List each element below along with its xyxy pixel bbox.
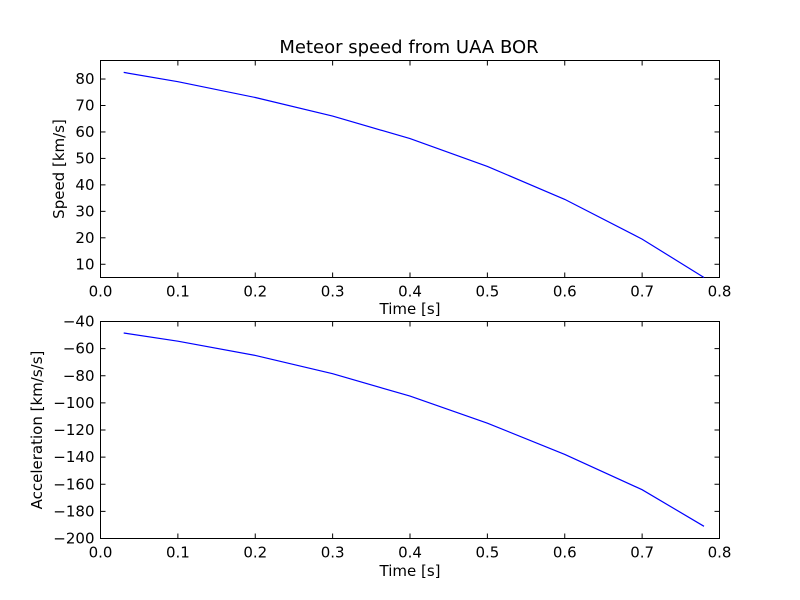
acceleration-y-tick-label: −80 xyxy=(63,367,95,385)
acceleration-x-tick-label: 0.0 xyxy=(89,544,113,562)
speed-y-ticks: 10 20 30 40 50 60 70 80 xyxy=(75,70,720,273)
acceleration-x-tick-label: 0.2 xyxy=(243,544,267,562)
acceleration-y-ticks: −40 −60 −80 −100 −120 −140 −160 −180 −200 xyxy=(53,313,720,548)
acceleration-x-tick-label: 0.6 xyxy=(553,544,577,562)
acceleration-y-tick-label: −180 xyxy=(53,502,94,520)
speed-y-tick-label: 70 xyxy=(75,96,94,114)
acceleration-x-tick-label: 0.8 xyxy=(708,544,732,562)
acceleration-y-tick-label: −40 xyxy=(63,313,95,331)
speed-y-tick-label: 20 xyxy=(75,229,94,247)
acceleration-y-tick-label: −140 xyxy=(53,448,94,466)
speed-x-tick-label: 0.1 xyxy=(166,283,190,301)
speed-x-tick-label: 0.5 xyxy=(475,283,499,301)
acceleration-y-tick-label: −60 xyxy=(63,340,95,358)
speed-y-tick-label: 40 xyxy=(75,176,94,194)
speed-x-tick-label: 0.7 xyxy=(630,283,654,301)
speed-y-tick-label: 10 xyxy=(75,255,94,273)
acceleration-plot: 0.0 0.1 0.2 0.3 0.4 0.5 0.6 0.7 0.8 −40 −60 −80 −10… xyxy=(28,313,731,581)
speed-y-tick-label: 30 xyxy=(75,202,94,220)
acceleration-series xyxy=(123,332,705,527)
speed-plot-title: Meteor speed from UAA BOR xyxy=(279,37,538,58)
acceleration-x-tick-label: 0.5 xyxy=(475,544,499,562)
speed-x-tick-label: 0.6 xyxy=(553,283,577,301)
speed-y-tick-label: 50 xyxy=(75,149,94,167)
speed-x-axis-label: Time [s] xyxy=(379,300,441,318)
acceleration-y-tick-label: −160 xyxy=(53,475,94,493)
speed-plot: Meteor speed from UAA BOR 0.0 0.1 0.2 0.3 0.… xyxy=(50,37,731,318)
acceleration-x-tick-label: 0.3 xyxy=(321,544,345,562)
acceleration-x-axis-label: Time [s] xyxy=(379,562,441,580)
acceleration-x-tick-label: 0.7 xyxy=(630,544,654,562)
acceleration-x-tick-label: 0.1 xyxy=(166,544,190,562)
acceleration-x-tick-label: 0.4 xyxy=(398,544,422,562)
speed-x-tick-label: 0.4 xyxy=(398,283,422,301)
acceleration-y-tick-label: −200 xyxy=(53,530,94,548)
acceleration-y-tick-label: −100 xyxy=(53,394,94,412)
speed-x-ticks: 0.0 0.1 0.2 0.3 0.4 0.5 0.6 0.7 0.8 xyxy=(89,60,732,301)
acceleration-y-axis-label: Acceleration [km/s/s] xyxy=(28,351,46,510)
acceleration-y-tick-label: −120 xyxy=(53,421,94,439)
speed-y-axis-label: Speed [km/s] xyxy=(50,119,68,219)
speed-series-line xyxy=(123,71,705,279)
speed-x-tick-label: 0.3 xyxy=(321,283,345,301)
speed-x-tick-label: 0.2 xyxy=(243,283,267,301)
speed-y-tick-label: 60 xyxy=(75,123,94,141)
speed-x-tick-label: 0.8 xyxy=(708,283,732,301)
acceleration-series-line xyxy=(123,332,705,527)
speed-series xyxy=(123,71,705,279)
speed-y-tick-label: 80 xyxy=(75,70,94,88)
acceleration-x-ticks: 0.0 0.1 0.2 0.3 0.4 0.5 0.6 0.7 0.8 xyxy=(89,321,732,562)
speed-x-tick-label: 0.0 xyxy=(89,283,113,301)
